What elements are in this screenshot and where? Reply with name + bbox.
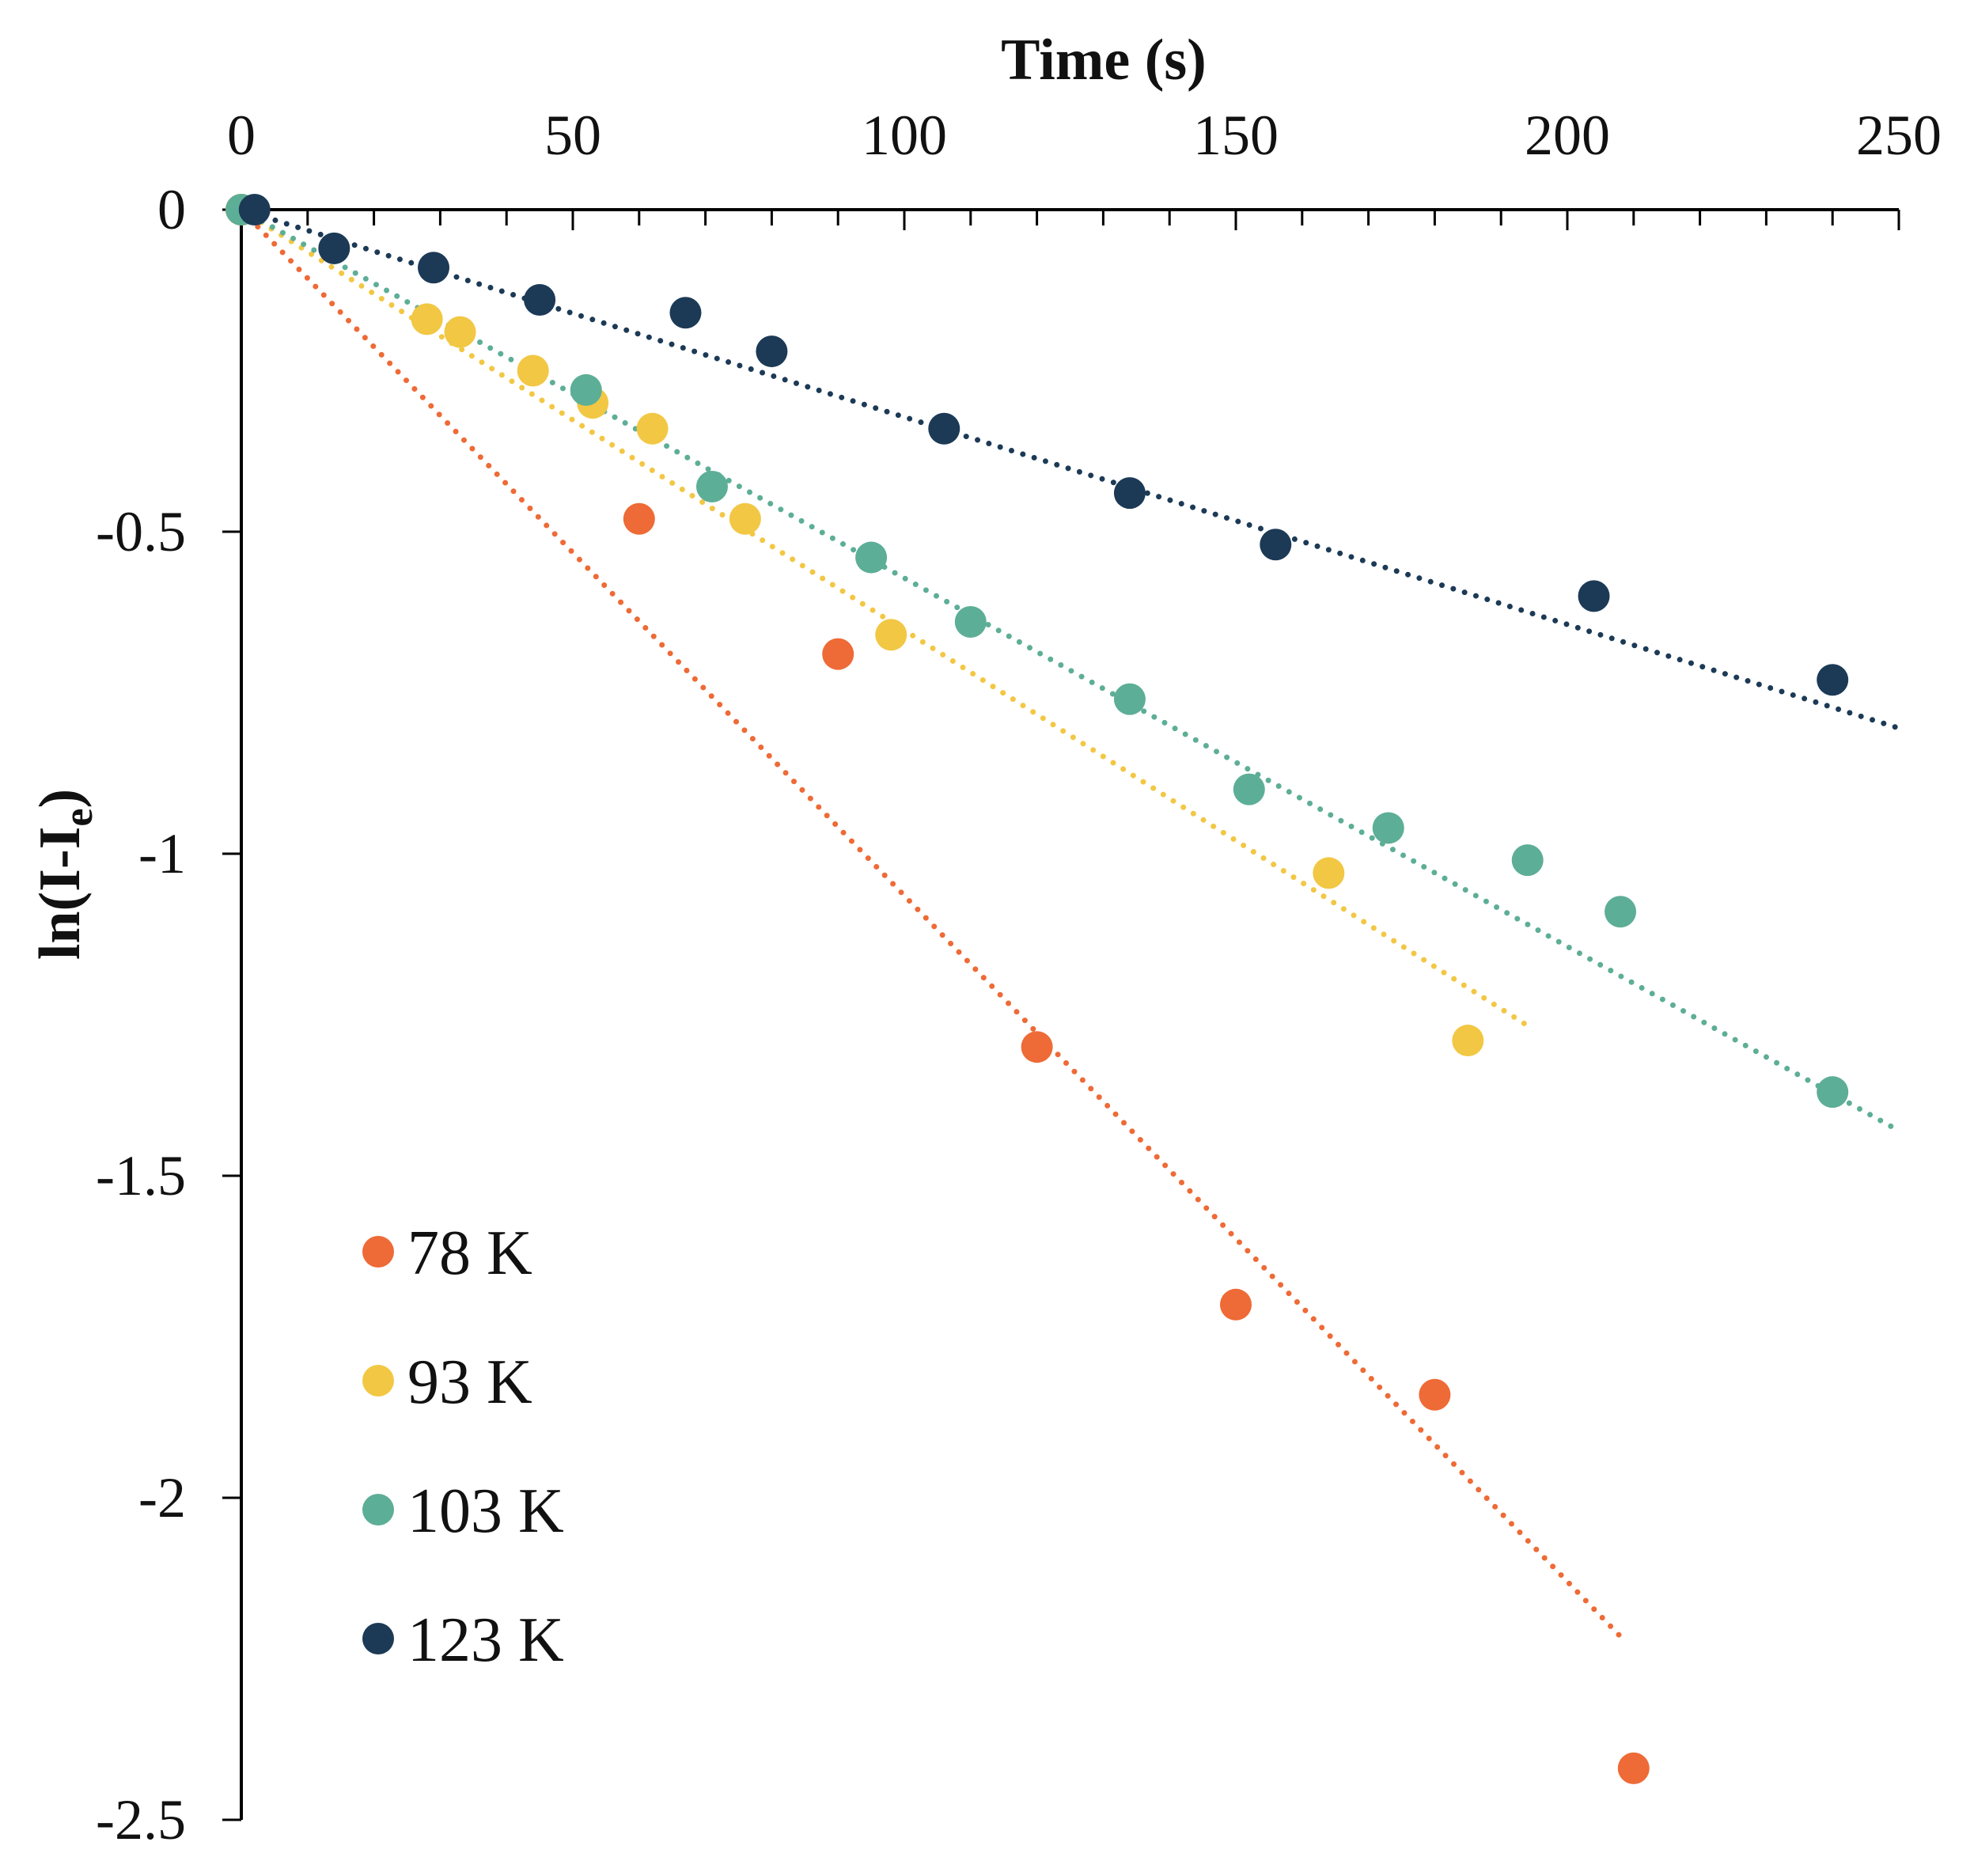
- data-point-93-k: [875, 619, 907, 651]
- y-tick-label: 0: [157, 178, 186, 241]
- trendline-93-k: [238, 207, 1531, 1029]
- data-point-103-k: [570, 373, 602, 406]
- data-point-123-k: [928, 412, 960, 445]
- data-point-93-k: [729, 502, 761, 535]
- data-point-93-k: [517, 354, 549, 387]
- data-point-123-k: [1260, 529, 1292, 561]
- data-point-123-k: [524, 283, 556, 316]
- y-tick-label: -0.5: [96, 500, 186, 563]
- data-point-103-k: [695, 471, 728, 503]
- legend-marker: [362, 1365, 394, 1397]
- legend-marker: [362, 1623, 394, 1654]
- data-point-93-k: [411, 303, 443, 335]
- data-point-93-k: [1313, 857, 1345, 889]
- data-point-93-k: [444, 316, 476, 348]
- data-point-123-k: [318, 232, 350, 264]
- data-point-123-k: [669, 297, 702, 329]
- y-axis-title: ln(I-Ie): [28, 789, 101, 960]
- data-point-103-k: [954, 605, 987, 638]
- x-axis-title: Time (s): [1001, 28, 1207, 93]
- data-point-103-k: [1511, 844, 1544, 877]
- data-point-123-k: [1817, 664, 1849, 696]
- data-point-78-k: [822, 638, 854, 670]
- trendline-78-k: [238, 207, 1624, 1639]
- x-tick-label: 50: [544, 104, 601, 167]
- data-point-103-k: [1817, 1076, 1849, 1109]
- trendline-103-k: [238, 207, 1902, 1134]
- y-axis-title-end: ): [28, 789, 93, 809]
- legend-marker: [362, 1494, 394, 1525]
- x-tick-label: 0: [227, 104, 256, 167]
- legend-label: 78 K: [407, 1218, 532, 1288]
- legend-item-93-k: 93 K: [362, 1347, 532, 1417]
- x-tick-label: 200: [1525, 104, 1610, 167]
- data-point-123-k: [756, 335, 788, 368]
- data-point-103-k: [1233, 773, 1265, 805]
- y-axis-title-main: ln(I-I: [28, 827, 93, 961]
- data-point-78-k: [1220, 1288, 1252, 1321]
- x-tick-label: 150: [1193, 104, 1279, 167]
- data-point-123-k: [418, 252, 450, 284]
- legend: 78 K 93 K 103 K 123 K: [362, 1218, 564, 1675]
- legend-label: 103 K: [407, 1476, 564, 1546]
- axes-layer: 0 50 100 150 200 250 0 -0.5 -1 -1.5 -2 -2.5: [96, 104, 1942, 1851]
- legend-item-123-k: 123 K: [362, 1605, 564, 1675]
- legend-label: 93 K: [407, 1347, 532, 1417]
- y-tick-label: -2: [138, 1466, 186, 1529]
- data-point-123-k: [238, 194, 271, 225]
- data-point-78-k: [1021, 1031, 1053, 1063]
- legend-item-78-k: 78 K: [362, 1218, 532, 1288]
- y-tick-label: -1.5: [96, 1144, 186, 1207]
- trendline-123-k: [238, 207, 1902, 731]
- legend-marker: [362, 1236, 394, 1268]
- y-axis-title-subscript: e: [56, 808, 101, 826]
- data-point-93-k: [1452, 1025, 1484, 1057]
- data-point-78-k: [623, 502, 655, 535]
- points-layer: [225, 194, 1849, 1784]
- x-tick-label: 100: [862, 104, 947, 167]
- data-point-78-k: [1419, 1378, 1451, 1411]
- data-point-103-k: [1113, 683, 1146, 715]
- legend-item-103-k: 103 K: [362, 1476, 564, 1546]
- trendlines-layer: [238, 207, 1902, 1639]
- data-point-103-k: [1372, 812, 1404, 844]
- y-tick-label: -1: [138, 822, 186, 885]
- data-point-123-k: [1578, 580, 1610, 612]
- data-point-103-k: [855, 541, 888, 574]
- x-tick-label: 250: [1856, 104, 1942, 167]
- legend-label: 123 K: [407, 1605, 564, 1675]
- data-point-93-k: [636, 412, 669, 445]
- y-tick-label: -2.5: [96, 1788, 186, 1851]
- data-point-78-k: [1617, 1752, 1650, 1784]
- data-point-103-k: [1605, 896, 1637, 928]
- data-point-123-k: [1113, 477, 1146, 510]
